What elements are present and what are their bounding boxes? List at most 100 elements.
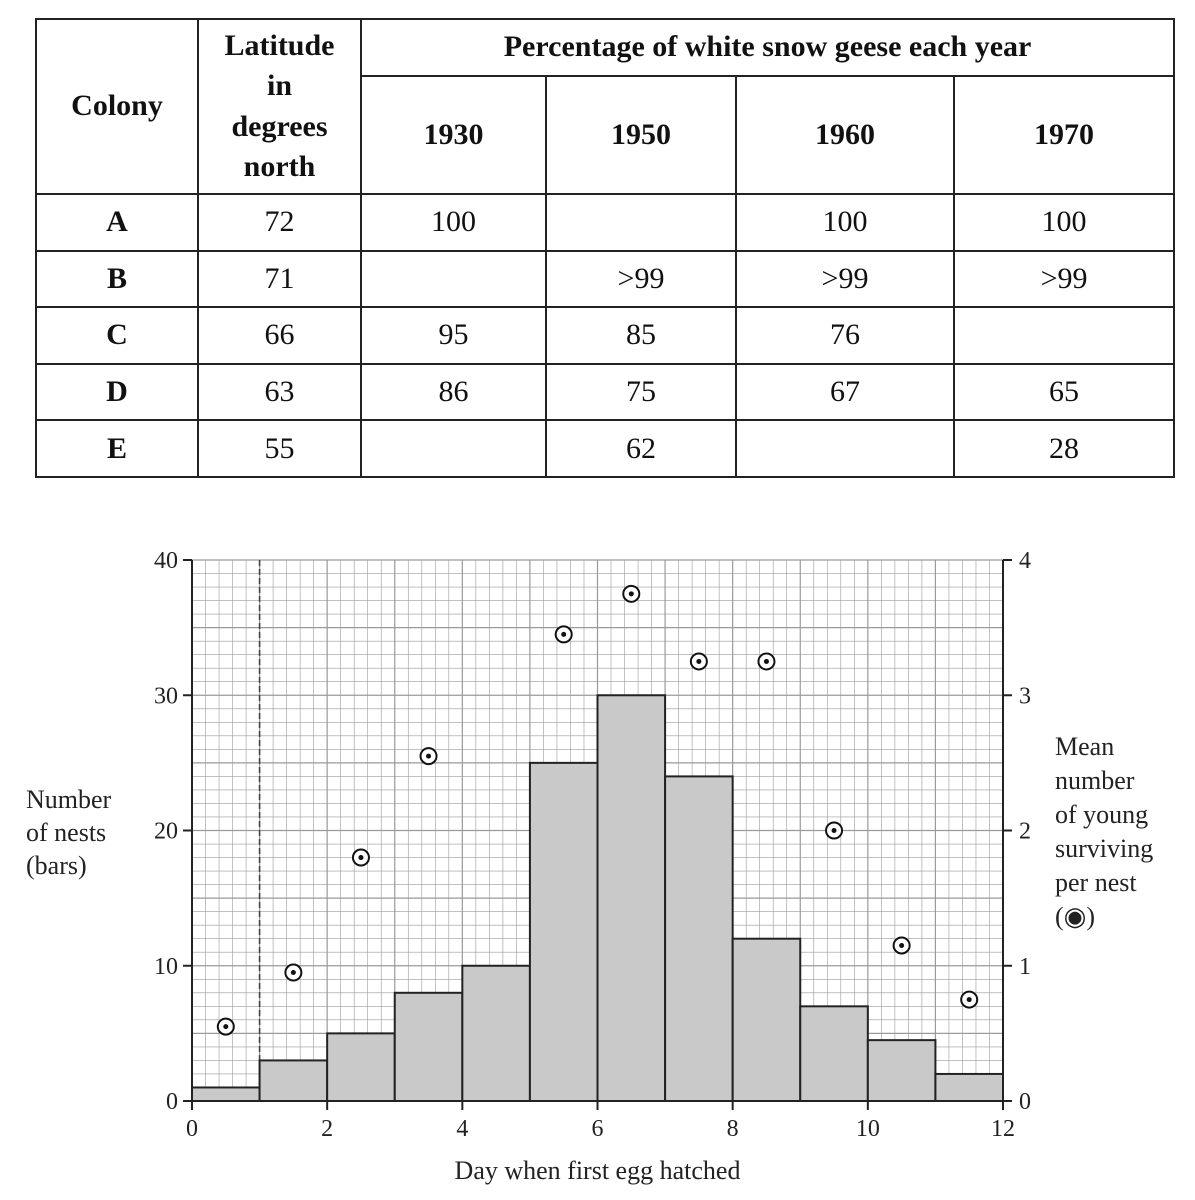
cell-value <box>952 306 1176 365</box>
header-latitude: Latitude in degrees north <box>197 18 362 195</box>
cell-value: 75 <box>545 362 737 422</box>
header-latitude-line: degrees <box>231 109 328 143</box>
cell-latitude: 72 <box>197 193 362 252</box>
y-right-axis-label: Mean <box>1055 732 1114 761</box>
cell-value: 28 <box>952 419 1176 478</box>
mean-young-point-center <box>290 970 296 976</box>
cell-value: 95 <box>360 306 547 365</box>
y-left-axis-label: of nests <box>26 818 106 847</box>
histogram-bar <box>866 1039 937 1103</box>
table-row: D 63 86 75 67 65 <box>35 362 1176 422</box>
cell-value: >99 <box>735 249 955 309</box>
cell-value: >99 <box>952 249 1176 309</box>
y-right-tick-label: 2 <box>1019 819 1031 845</box>
x-tick-label: 4 <box>456 1116 468 1142</box>
mean-young-point-center <box>561 631 567 637</box>
x-tick-label: 6 <box>592 1116 604 1142</box>
header-colony: Colony <box>35 18 199 195</box>
y-left-tick-label: 20 <box>154 819 178 845</box>
y-left-tick-label: 0 <box>166 1089 178 1115</box>
y-right-tick-label: 4 <box>1019 548 1031 574</box>
cell-value: 100 <box>735 193 955 252</box>
header-percentage: Percentage of white snow geese each year <box>359 18 1176 77</box>
header-year: 1930 <box>360 75 547 195</box>
mean-young-point-center <box>763 658 769 664</box>
y-right-tick-label: 3 <box>1019 683 1031 709</box>
table-row: E 55 62 28 <box>35 419 1176 478</box>
chart-points <box>216 584 979 1036</box>
table-row: B 71 >99 >99 >99 <box>35 249 1176 309</box>
mean-young-point-center <box>628 591 634 597</box>
histogram-bar <box>258 1059 329 1102</box>
y-right-axis-label: (◉) <box>1055 902 1095 931</box>
header-latitude-line: north <box>243 150 316 183</box>
y-right-tick-label: 0 <box>1019 1089 1031 1115</box>
mean-young-point-center <box>223 1024 229 1030</box>
cell-latitude: 66 <box>197 306 362 365</box>
mean-young-point-center <box>966 997 972 1003</box>
x-tick-label: 8 <box>727 1116 739 1142</box>
x-tick-label: 12 <box>991 1116 1015 1142</box>
table-row: A 72 100 100 100 <box>35 193 1176 252</box>
cell-value: 62 <box>545 419 737 478</box>
cell-colony: E <box>35 419 199 478</box>
cell-value: 100 <box>952 193 1176 252</box>
histogram-bar <box>393 991 464 1102</box>
chart-axes <box>183 559 1012 1110</box>
cell-latitude: 71 <box>197 249 362 309</box>
mean-young-point-center <box>899 942 905 948</box>
mean-young-point-center <box>358 855 364 861</box>
histogram-bar <box>461 964 531 1102</box>
table-row: C 66 95 85 76 <box>35 306 1176 365</box>
histogram-bar <box>934 1072 1005 1103</box>
histogram-bar <box>799 1005 869 1103</box>
chart-bars <box>191 694 1005 1103</box>
cell-value <box>360 419 547 478</box>
cell-colony: C <box>35 306 199 365</box>
x-tick-label: 0 <box>186 1116 198 1142</box>
y-right-axis-label: surviving <box>1055 834 1153 863</box>
cell-value: 76 <box>735 306 955 365</box>
header-year: 1960 <box>735 75 955 195</box>
y-right-axis-label: of young <box>1055 800 1148 829</box>
cell-colony: D <box>35 362 199 422</box>
y-right-axis-label: per nest <box>1055 868 1137 897</box>
mean-young-point-center <box>426 753 432 759</box>
mean-young-point-center <box>696 658 702 664</box>
y-left-tick-label: 10 <box>154 954 178 980</box>
histogram-bar <box>326 1032 396 1102</box>
cell-colony: A <box>35 193 199 252</box>
cell-value <box>360 249 547 309</box>
y-left-axis-label: Number <box>26 785 112 814</box>
cell-value: 100 <box>360 193 547 252</box>
y-left-tick-label: 30 <box>154 683 178 709</box>
histogram-bar <box>528 761 599 1102</box>
header-latitude-line: in <box>266 69 293 102</box>
header-year: 1970 <box>952 75 1176 195</box>
cell-value: 67 <box>735 362 955 422</box>
cell-value: >99 <box>545 249 737 309</box>
cell-value: 86 <box>360 362 547 422</box>
header-latitude-line: Latitude <box>224 28 335 62</box>
header-year: 1950 <box>545 75 737 195</box>
cell-colony: B <box>35 249 199 309</box>
mean-young-point-center <box>831 828 837 833</box>
histogram-bar <box>731 937 802 1103</box>
cell-value: 65 <box>952 362 1176 422</box>
y-right-axis-label: number <box>1055 766 1135 795</box>
cell-value: 85 <box>545 306 737 365</box>
snow-geese-table: Colony Latitude in degrees north Percent… <box>35 18 1176 478</box>
cell-value <box>735 419 955 478</box>
cell-latitude: 63 <box>197 362 362 422</box>
x-axis-label: Day when first egg hatched <box>455 1156 741 1185</box>
cell-latitude: 55 <box>197 419 362 478</box>
cell-value <box>545 193 737 252</box>
histogram-bar <box>191 1086 261 1102</box>
histogram-bar <box>664 775 734 1102</box>
x-tick-label: 2 <box>321 1116 333 1142</box>
y-left-tick-label: 40 <box>154 548 178 574</box>
y-left-axis-label: (bars) <box>26 851 87 880</box>
y-right-tick-label: 1 <box>1019 954 1031 980</box>
